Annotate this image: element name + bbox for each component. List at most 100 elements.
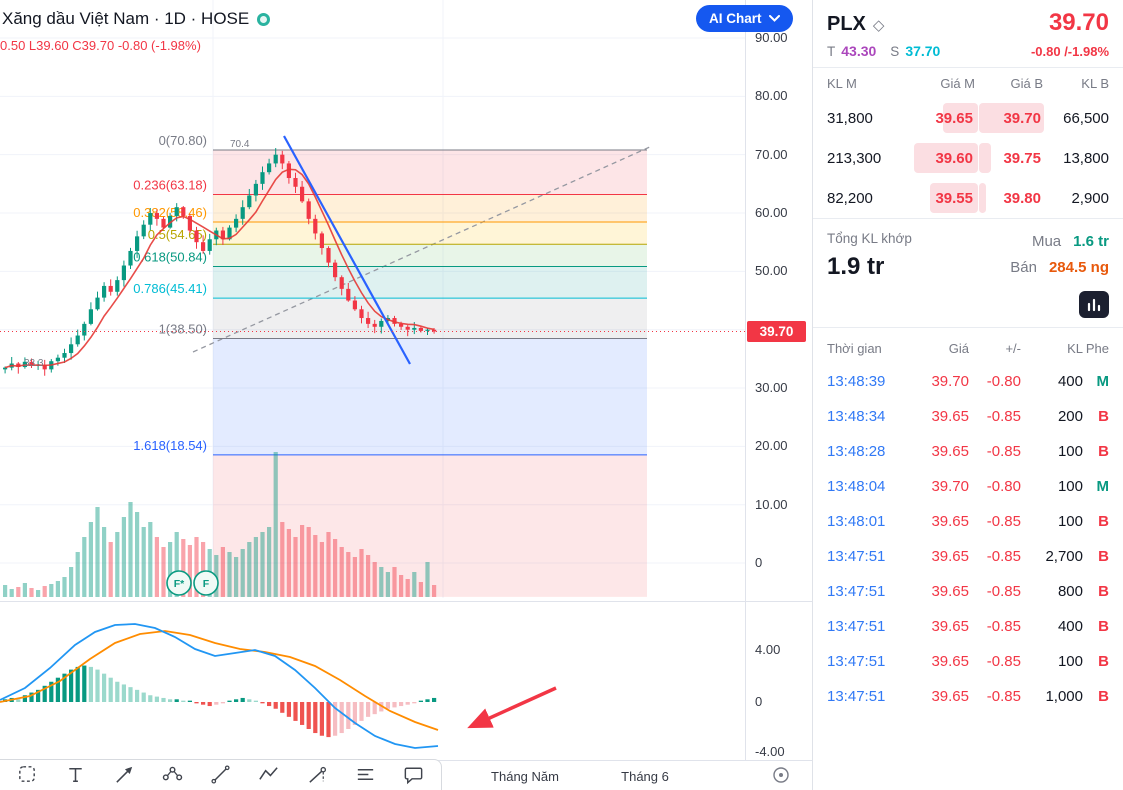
total-volume-value: 1.9 tr xyxy=(827,253,885,280)
divider xyxy=(813,67,1123,68)
trade-volume: 100 xyxy=(1057,653,1083,670)
axis-tick: 0 xyxy=(755,694,763,709)
trade-change: -0.85 xyxy=(986,618,1021,635)
ask-price[interactable]: 39.70 xyxy=(975,103,1044,133)
tape-row[interactable]: 13:48:39 39.70 -0.80 400 M xyxy=(813,364,1123,399)
svg-text:F: F xyxy=(203,578,210,590)
trade-change: -0.85 xyxy=(986,408,1021,425)
bid-volume: 213,300 xyxy=(827,149,882,167)
trade-change: -0.85 xyxy=(986,548,1021,565)
tape-row[interactable]: 13:47:51 39.65 -0.85 2,700 B xyxy=(813,539,1123,574)
brush-selection-icon[interactable] xyxy=(16,763,39,787)
ceiling-price: 43.30 xyxy=(841,43,877,59)
trade-change: -0.85 xyxy=(986,653,1021,670)
scroll-to-realtime-icon[interactable] xyxy=(770,765,792,787)
quote-panel: PLX ◇ 39.70 T 43.30 S 37.70 -0.80 /-1.98… xyxy=(812,0,1123,790)
price-chart-canvas[interactable]: 0(70.80)0.236(63.18)0.382(58.46)0.5(54.6… xyxy=(0,0,812,760)
comment-icon[interactable] xyxy=(402,763,425,787)
depth-chart-button[interactable] xyxy=(1079,291,1109,318)
parallel-lines-icon[interactable] xyxy=(354,763,377,787)
trend-arrow-icon[interactable] xyxy=(113,763,136,787)
sell-volume: 284.5 ng xyxy=(1048,259,1109,276)
order-book-row[interactable]: 213,300 39.60 39.75 13,800 xyxy=(813,138,1123,178)
tape-row[interactable]: 13:47:51 39.65 -0.85 1,000 B xyxy=(813,679,1123,714)
symbol-name[interactable]: PLX xyxy=(827,13,866,35)
ask-price[interactable]: 39.80 xyxy=(975,183,1043,213)
svg-text:0(70.80): 0(70.80) xyxy=(159,133,207,148)
last-price: 39.70 xyxy=(1048,9,1109,36)
bid-volume: 82,200 xyxy=(827,189,873,207)
tape-row[interactable]: 13:47:51 39.65 -0.85 400 B xyxy=(813,609,1123,644)
chart-legend: Xăng dầu Việt Nam · 1D · HOSE xyxy=(2,9,271,29)
ai-chart-button[interactable]: AI Chart xyxy=(696,5,793,32)
trend-line-icon[interactable] xyxy=(209,763,232,787)
floor-label: S xyxy=(890,44,900,59)
anchored-point-line-icon[interactable] xyxy=(306,763,329,787)
trade-time: 13:47:51 xyxy=(827,688,886,705)
order-book-col-header: Giá M xyxy=(940,75,975,91)
tape-row[interactable]: 13:48:04 39.70 -0.80 100 M xyxy=(813,469,1123,504)
text-tool-icon[interactable] xyxy=(64,763,87,787)
divider xyxy=(813,218,1123,219)
bid-price[interactable]: 39.55 xyxy=(911,183,978,213)
ask-price[interactable]: 39.75 xyxy=(975,143,1043,173)
bid-volume: 31,800 xyxy=(827,109,873,127)
axis-tick: 10.00 xyxy=(755,496,788,512)
tape-row[interactable]: 13:48:34 39.65 -0.85 200 B xyxy=(813,399,1123,434)
axis-tick: -4.00 xyxy=(755,744,785,759)
symbol-title[interactable]: Xăng dầu Việt Nam · 1D · HOSE xyxy=(2,9,250,28)
bar-chart-icon xyxy=(1087,298,1101,311)
axis-tick: 60.00 xyxy=(755,205,788,221)
svg-text:1(38.50): 1(38.50) xyxy=(159,321,207,336)
svg-text:33.3: 33.3 xyxy=(24,358,44,369)
trade-side: B xyxy=(1098,688,1109,705)
ask-volume: 66,500 xyxy=(1063,109,1109,127)
trade-price: 39.65 xyxy=(931,618,969,635)
trade-change: -0.85 xyxy=(986,443,1021,460)
axis-tick: 0 xyxy=(755,555,763,571)
order-book: KL M Giá M Giá B KL B 31,800 39.65 39.70 66,50… xyxy=(813,68,1123,218)
tape-row[interactable]: 13:48:01 39.65 -0.85 100 B xyxy=(813,504,1123,539)
tape-row[interactable]: 13:47:51 39.65 -0.85 800 B xyxy=(813,574,1123,609)
trade-volume: 400 xyxy=(1057,618,1083,635)
trade-change: -0.85 xyxy=(986,513,1021,530)
order-book-row[interactable]: 31,800 39.65 39.70 66,500 xyxy=(813,98,1123,138)
tape-header: Thời gian Giá +/- KL Phe xyxy=(813,332,1123,364)
trade-change: -0.80 xyxy=(986,373,1021,390)
buy-volume: 1.6 tr xyxy=(1073,233,1109,250)
shape-tool-icon[interactable] xyxy=(161,763,184,787)
bid-price[interactable]: 39.65 xyxy=(911,103,978,133)
floor-price: 37.70 xyxy=(905,43,941,59)
trade-volume: 200 xyxy=(1057,408,1083,425)
trade-volume: 2,700 xyxy=(1045,548,1083,565)
trade-side: B xyxy=(1098,653,1109,670)
trade-price: 39.65 xyxy=(931,408,969,425)
trade-price: 39.65 xyxy=(931,583,969,600)
trade-side: B xyxy=(1098,513,1109,530)
tape-col-header: +/- xyxy=(1005,340,1021,356)
tape-row[interactable]: 13:48:28 39.65 -0.85 100 B xyxy=(813,434,1123,469)
trade-volume: 1,000 xyxy=(1045,688,1083,705)
total-volume-label: Tổng KL khớp xyxy=(827,231,912,246)
trade-time: 13:48:34 xyxy=(827,408,886,425)
tape-row[interactable]: 13:47:51 39.65 -0.85 100 B xyxy=(813,644,1123,679)
axis-tick: 80.00 xyxy=(755,88,788,104)
price-axis[interactable]: 90.00 80.00 70.00 60.00 50.00 30.00 20.00 10.00… xyxy=(746,0,812,760)
ask-volume: 13,800 xyxy=(1063,149,1109,167)
trade-time: 13:48:04 xyxy=(827,478,886,495)
order-book-row[interactable]: 82,200 39.55 39.80 2,900 xyxy=(813,178,1123,218)
chevron-down-icon xyxy=(768,15,780,22)
trade-volume: 400 xyxy=(1057,373,1083,390)
trade-price: 39.65 xyxy=(931,653,969,670)
divider xyxy=(813,327,1123,328)
zigzag-line-icon[interactable] xyxy=(257,763,280,787)
time-axis-label: Tháng Năm xyxy=(491,769,559,784)
bid-price[interactable]: 39.60 xyxy=(911,143,978,173)
drawing-toolbar xyxy=(0,759,442,790)
trade-volume: 100 xyxy=(1057,443,1083,460)
axis-tick: 70.00 xyxy=(755,146,788,162)
trade-volume: 100 xyxy=(1057,478,1083,495)
ohlc-values: 0.50 L39.60 C39.70 -0.80 (-1.98%) xyxy=(0,38,201,53)
order-book-header: KL M Giá M Giá B KL B xyxy=(813,68,1123,98)
